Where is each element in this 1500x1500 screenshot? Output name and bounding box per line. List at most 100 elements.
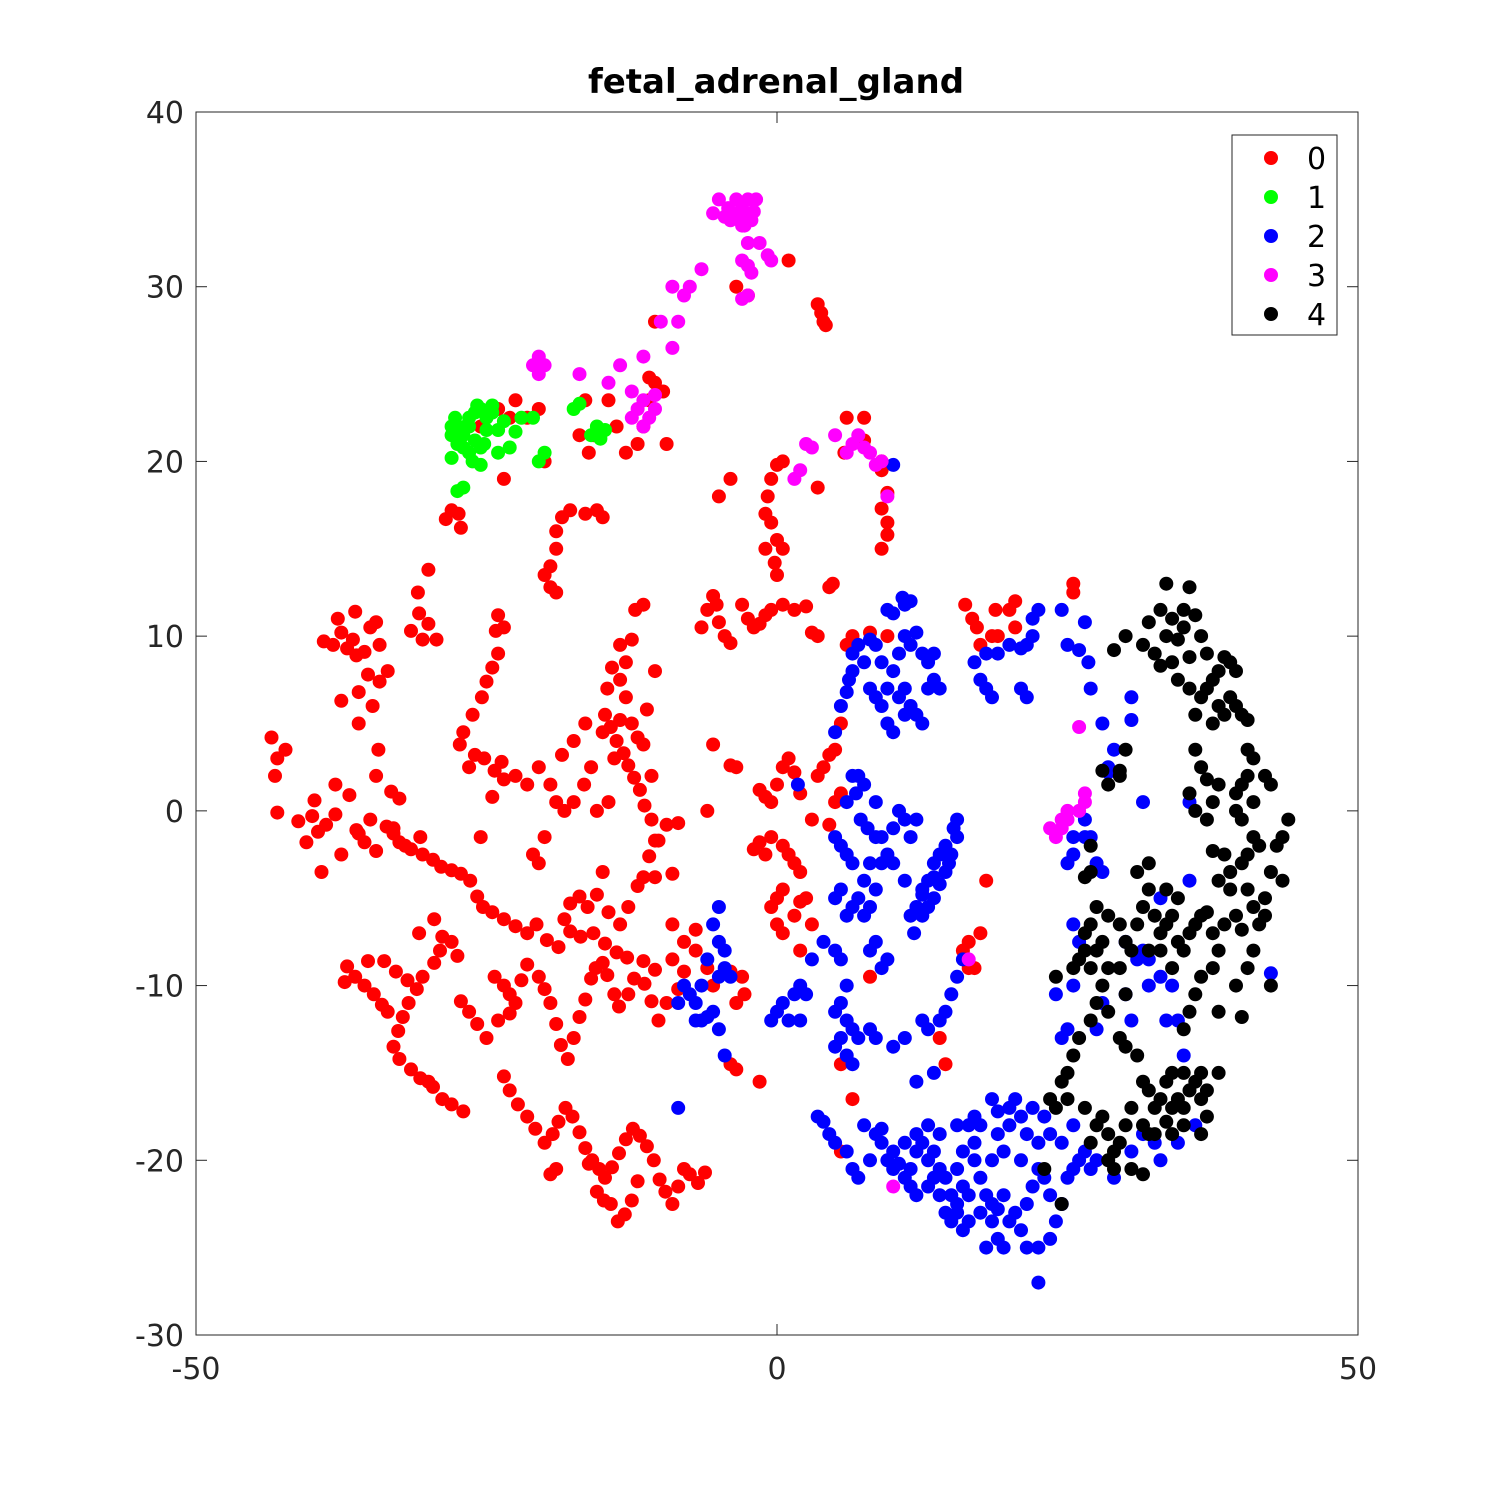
data-point [577,777,592,792]
data-point [857,655,872,670]
data-point [601,905,616,920]
data-point [386,1039,401,1054]
data-point [665,1197,680,1211]
data-point [351,826,366,841]
data-point [729,279,744,294]
data-point [1252,838,1267,853]
data-point [520,957,535,972]
data-point [895,590,910,605]
data-point [735,291,750,306]
data-point [639,702,654,717]
data-point [1066,1118,1081,1133]
data-point [909,1127,924,1142]
data-point [717,209,732,224]
data-point [973,1118,988,1133]
data-point [1240,882,1255,897]
data-point [1107,742,1121,757]
data-point [612,1146,626,1161]
data-point [624,1193,639,1208]
data-point [1060,1092,1075,1107]
data-point [711,615,726,630]
data-point [845,856,860,871]
data-point [828,1004,843,1019]
data-point [651,1013,666,1028]
data-point [337,975,352,990]
series-1 [444,396,612,499]
data-point [1159,882,1174,897]
data-point [799,987,814,1002]
data-point [990,1231,1005,1246]
data-point [595,865,610,879]
data-point [1234,1010,1249,1024]
data-point [1188,803,1203,818]
data-point [1077,1100,1092,1115]
data-point [392,1052,407,1066]
data-point [1165,978,1180,993]
data-point [1176,1118,1191,1133]
data-point [851,1170,866,1185]
data-point [1199,1083,1214,1098]
data-point [874,541,889,556]
data-point [950,1162,965,1176]
data-point [1194,1065,1209,1080]
data-point [624,716,639,731]
legend-label: 0 [1307,142,1326,177]
data-point [1031,1240,1046,1255]
data-point [578,992,593,1007]
data-point [1205,926,1220,941]
data-point [1263,865,1278,879]
data-point [886,725,901,740]
data-point [746,842,761,857]
data-point [691,1176,705,1190]
data-point [566,734,581,748]
data-point [950,1118,965,1133]
data-point [857,410,872,425]
data-point [508,768,523,783]
data-point [451,506,466,521]
data-point [369,844,384,858]
data-point [845,1057,860,1072]
data-point [915,716,930,731]
data-point [1223,865,1238,879]
data-point [380,664,395,679]
data-point [744,265,759,280]
data-point [942,856,956,871]
legend-box [1231,134,1338,336]
data-point [1188,742,1203,757]
data-point [671,314,686,329]
data-point [636,954,651,969]
data-point [1165,1100,1180,1115]
data-point [909,1074,924,1089]
data-point [764,900,779,914]
data-point [1153,1153,1168,1168]
data-point [828,725,843,740]
data-point [897,812,912,827]
data-point [1275,830,1290,845]
data-point [1130,917,1145,932]
data-point [642,849,657,864]
data-point [1176,602,1191,617]
data-point [1258,891,1272,906]
data-point [886,1162,901,1176]
data-point [563,896,578,911]
data-point [1194,760,1209,775]
data-point [1246,943,1261,958]
data-point [578,1141,593,1156]
data-point [874,501,889,516]
data-point [357,978,372,993]
data-point [723,969,738,984]
data-point [1066,917,1081,932]
data-point [752,1074,767,1089]
data-point [677,978,691,993]
data-point [1019,1240,1034,1255]
data-point [833,699,848,713]
data-point [1182,873,1197,888]
data-point [578,716,593,731]
data-point [543,559,558,574]
data-point [868,457,883,472]
data-point [1194,1127,1209,1142]
data-point [688,943,703,958]
data-point [637,798,652,813]
data-point [770,533,784,547]
data-point [1095,978,1110,993]
